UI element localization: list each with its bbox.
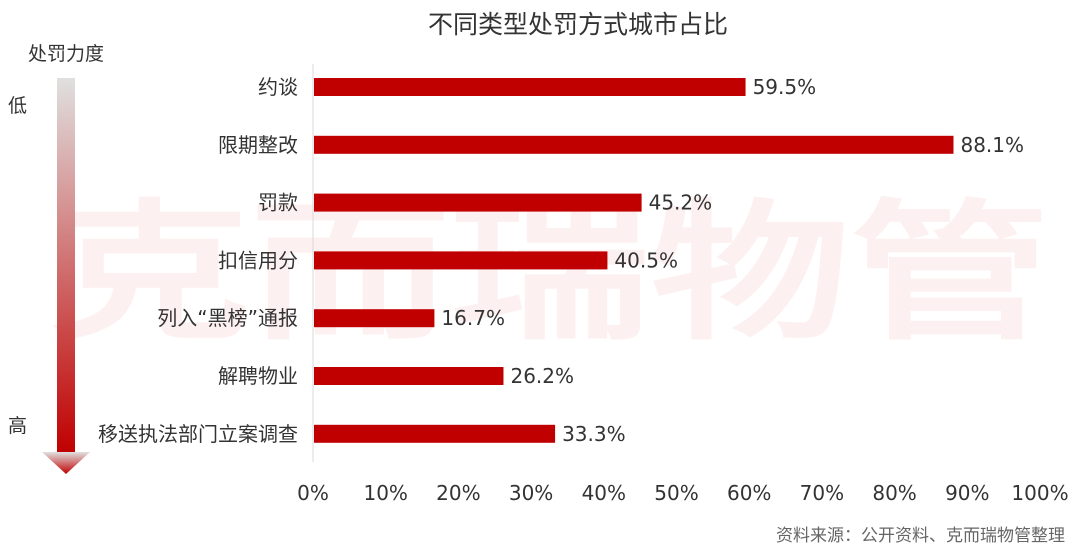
category-label-7: 移送执法部门立案调查	[98, 422, 298, 446]
category-label-5: 列入“黑榜”通报	[157, 306, 298, 330]
value-label-1: 59.5%	[753, 75, 817, 99]
x-tick-label-9: 90%	[945, 481, 989, 505]
watermark: 克而瑞物管	[50, 187, 1050, 361]
bars-group	[314, 78, 954, 443]
category-label-6: 解聘物业	[218, 364, 298, 388]
category-label-3: 罚款	[258, 191, 298, 215]
intensity-arrow-shaft	[57, 78, 75, 453]
x-tick-label-10: 100%	[1011, 481, 1068, 505]
category-label-1: 约谈	[258, 75, 298, 99]
category-label-4: 扣信用分	[218, 248, 298, 272]
value-label-7: 33.3%	[562, 422, 626, 446]
intensity-arrow	[42, 78, 90, 474]
x-tick-label-3: 30%	[509, 481, 553, 505]
x-tick-label-5: 50%	[654, 481, 698, 505]
x-tick-label-7: 70%	[800, 481, 844, 505]
bar-4	[314, 251, 608, 270]
bar-6	[314, 367, 504, 385]
value-label-5: 16.7%	[441, 306, 505, 330]
chart-title: 不同类型处罚方式城市占比	[428, 10, 728, 39]
bar-1	[314, 78, 746, 96]
x-tick-label-2: 20%	[436, 481, 480, 505]
side-axis-low-label: 低	[8, 95, 27, 117]
value-label-4: 40.5%	[614, 248, 678, 272]
value-label-3: 45.2%	[649, 191, 713, 215]
side-axis-high-label: 高	[8, 415, 27, 437]
x-axis-ticks: 0% 10% 20% 30% 40% 50% 60% 70% 80% 90% 100%	[297, 481, 1068, 505]
x-tick-label-8: 80%	[872, 481, 916, 505]
x-tick-label-6: 60%	[727, 481, 771, 505]
intensity-arrow-head	[42, 452, 90, 474]
x-tick-label-0: 0%	[297, 481, 329, 505]
value-label-2: 88.1%	[960, 133, 1024, 157]
bar-3	[314, 193, 642, 212]
side-axis-title: 处罚力度	[28, 43, 104, 65]
x-tick-label-4: 40%	[582, 481, 626, 505]
category-label-2: 限期整改	[218, 133, 298, 157]
bar-2	[314, 135, 954, 154]
x-tick-label-1: 10%	[363, 481, 407, 505]
value-label-6: 26.2%	[510, 364, 574, 388]
bar-7	[314, 424, 556, 443]
bar-5	[314, 309, 435, 328]
source-note: 资料来源：公开资料、克而瑞物管整理	[776, 526, 1065, 546]
value-labels: 59.5% 88.1% 45.2% 40.5% 16.7% 26.2% 33.3%	[441, 75, 1024, 446]
